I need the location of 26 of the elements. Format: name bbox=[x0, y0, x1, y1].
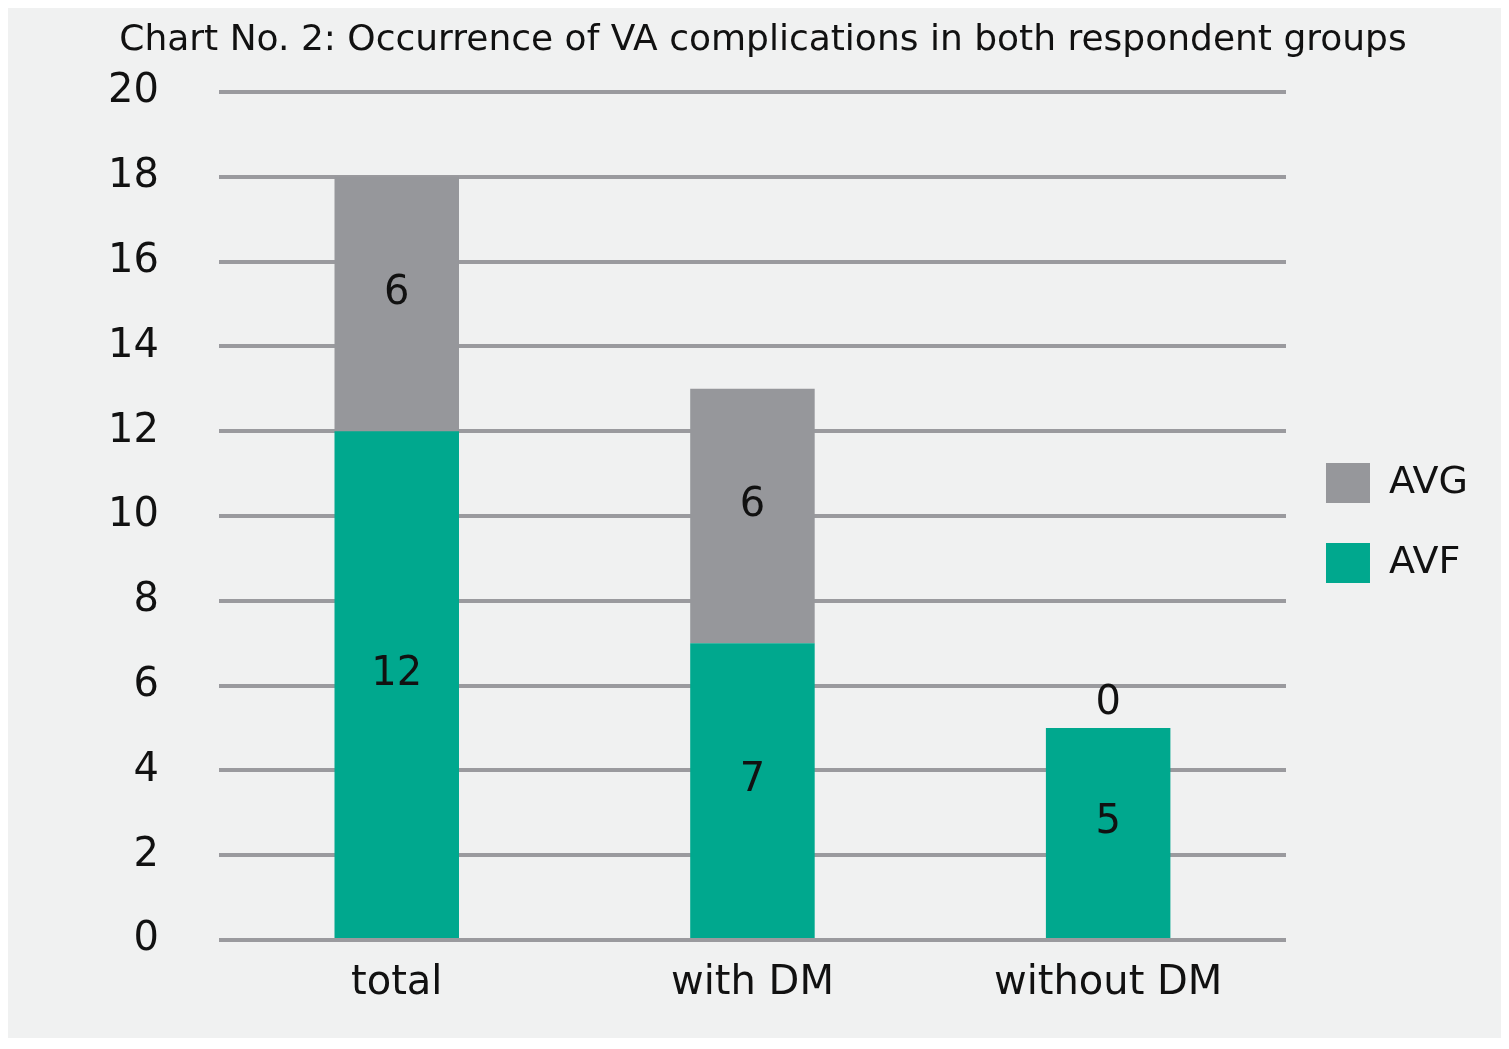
y-tick-label: 6 bbox=[133, 658, 159, 705]
bar bbox=[690, 643, 815, 938]
data-label: 7 bbox=[739, 753, 766, 800]
chart-title: Chart No. 2: Occurrence of VA complications in both respondent groups bbox=[119, 16, 1407, 58]
bar bbox=[1045, 728, 1171, 938]
data-label: 0 bbox=[1095, 677, 1121, 724]
y-tick-label: 8 bbox=[133, 574, 159, 621]
y-tick-label: 10 bbox=[107, 489, 159, 536]
legend-label: AVF bbox=[1388, 537, 1461, 582]
data-label: 6 bbox=[739, 479, 766, 526]
x-tick-label: without DM bbox=[993, 957, 1223, 1004]
x-tick-label: with DM bbox=[671, 957, 834, 1004]
data-label: 12 bbox=[371, 647, 423, 694]
y-tick-label: 14 bbox=[107, 319, 159, 366]
y-tick-label: 0 bbox=[133, 913, 159, 960]
legend-label: AVG bbox=[1388, 457, 1469, 502]
data-label: 6 bbox=[384, 267, 410, 314]
y-tick-label: 16 bbox=[107, 234, 159, 281]
y-tick-label: 18 bbox=[107, 150, 159, 197]
y-tick-label: 4 bbox=[133, 743, 159, 790]
y-tick-label: 2 bbox=[133, 828, 159, 875]
data-label: 5 bbox=[1095, 796, 1121, 843]
y-tick-label: 12 bbox=[107, 404, 159, 451]
y-tick-label: 20 bbox=[107, 65, 159, 112]
bar bbox=[334, 431, 459, 938]
x-tick-label: total bbox=[351, 957, 443, 1004]
